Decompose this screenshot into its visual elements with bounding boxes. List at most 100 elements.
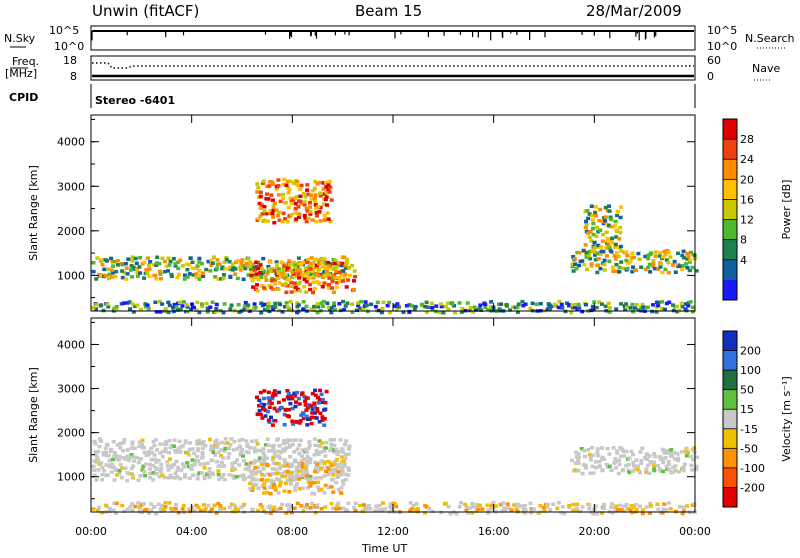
- data-cell: [178, 476, 183, 481]
- data-cell: [256, 186, 261, 190]
- data-cell: [153, 465, 158, 470]
- data-cell: [260, 478, 265, 482]
- data-cell: [270, 394, 275, 398]
- data-cell: [583, 243, 588, 247]
- data-cell: [108, 509, 112, 513]
- data-cell: [333, 269, 338, 273]
- data-cell: [258, 194, 263, 199]
- data-cell: [131, 455, 136, 459]
- data-cell: [641, 305, 646, 309]
- data-cell: [312, 453, 317, 457]
- data-cell: [229, 303, 234, 307]
- data-cell: [548, 508, 553, 512]
- data-cell: [118, 463, 123, 467]
- data-cell: [188, 441, 193, 445]
- data-cell: [662, 502, 667, 506]
- data-cell: [337, 302, 342, 306]
- data-cell: [176, 447, 181, 451]
- data-cell: [92, 459, 97, 463]
- data-cell: [273, 488, 278, 492]
- data-cell: [267, 401, 272, 405]
- data-cell: [523, 508, 528, 512]
- data-cell: [301, 260, 306, 265]
- data-cell: [304, 460, 309, 464]
- data-cell: [587, 452, 592, 457]
- data-cell: [313, 193, 318, 197]
- data-cell: [212, 503, 217, 507]
- data-cell: [211, 447, 216, 451]
- data-cell: [314, 263, 319, 268]
- data-cell: [621, 468, 625, 472]
- data-cell: [110, 260, 115, 264]
- data-cell: [308, 201, 312, 205]
- data-cell: [102, 267, 107, 272]
- data-cell: [615, 451, 620, 455]
- data-cell: [665, 448, 670, 453]
- data-cell: [106, 276, 111, 281]
- data-cell: [125, 301, 130, 305]
- data-cell: [145, 271, 150, 275]
- data-cell: [343, 304, 348, 308]
- data-cell: [246, 467, 251, 472]
- data-cell: [316, 258, 321, 262]
- data-cell: [686, 450, 691, 454]
- data-cell: [299, 274, 304, 278]
- data-cell: [278, 480, 283, 485]
- data-cell: [324, 195, 329, 199]
- data-cell: [198, 462, 203, 467]
- data-cell: [316, 485, 321, 489]
- freq-tick-bottom: 8: [70, 70, 77, 83]
- data-cell: [288, 300, 293, 304]
- data-cell: [158, 506, 163, 511]
- data-cell: [262, 402, 267, 407]
- data-cell: [259, 311, 264, 315]
- data-cell: [190, 260, 195, 264]
- data-cell: [274, 471, 279, 476]
- data-cell: [125, 478, 130, 483]
- data-cell: [208, 269, 213, 273]
- data-cell: [296, 256, 301, 260]
- colorbar-segment: [723, 448, 737, 469]
- data-cell: [105, 473, 110, 477]
- data-cell: [117, 468, 122, 473]
- data-cell: [253, 306, 258, 310]
- data-cell: [591, 307, 596, 312]
- data-cell: [446, 504, 451, 509]
- data-cell: [305, 260, 310, 265]
- data-cell: [314, 505, 319, 509]
- data-cell: [659, 262, 664, 266]
- data-cell: [293, 404, 298, 409]
- data-cell: [634, 303, 639, 307]
- data-cell: [258, 448, 263, 453]
- data-cell: [331, 506, 336, 510]
- data-cell: [660, 511, 665, 515]
- data-cell: [281, 211, 286, 216]
- data-cell: [305, 423, 310, 427]
- data-cell: [316, 395, 320, 400]
- data-cell: [653, 254, 658, 258]
- data-cell: [423, 504, 428, 508]
- data-cell: [325, 211, 330, 215]
- data-cell: [668, 255, 673, 259]
- data-cell: [263, 275, 268, 279]
- data-cell: [314, 219, 319, 224]
- data-cell: [198, 273, 203, 278]
- data-cell: [138, 256, 143, 260]
- data-cell: [308, 267, 313, 271]
- data-cell: [505, 502, 510, 506]
- data-cell: [297, 289, 302, 293]
- data-cell: [520, 299, 525, 304]
- data-cell: [583, 463, 588, 468]
- data-cell: [323, 407, 328, 411]
- data-cell: [657, 467, 662, 471]
- data-cell: [235, 276, 240, 281]
- data-cell: [157, 262, 162, 266]
- data-cell: [276, 454, 281, 458]
- data-cell: [609, 217, 614, 222]
- data-cell: [343, 456, 348, 460]
- data-cell: [407, 303, 412, 307]
- data-cell: [607, 204, 611, 208]
- data-cell: [295, 447, 300, 451]
- data-cell: [172, 462, 177, 467]
- data-cell: [103, 273, 108, 278]
